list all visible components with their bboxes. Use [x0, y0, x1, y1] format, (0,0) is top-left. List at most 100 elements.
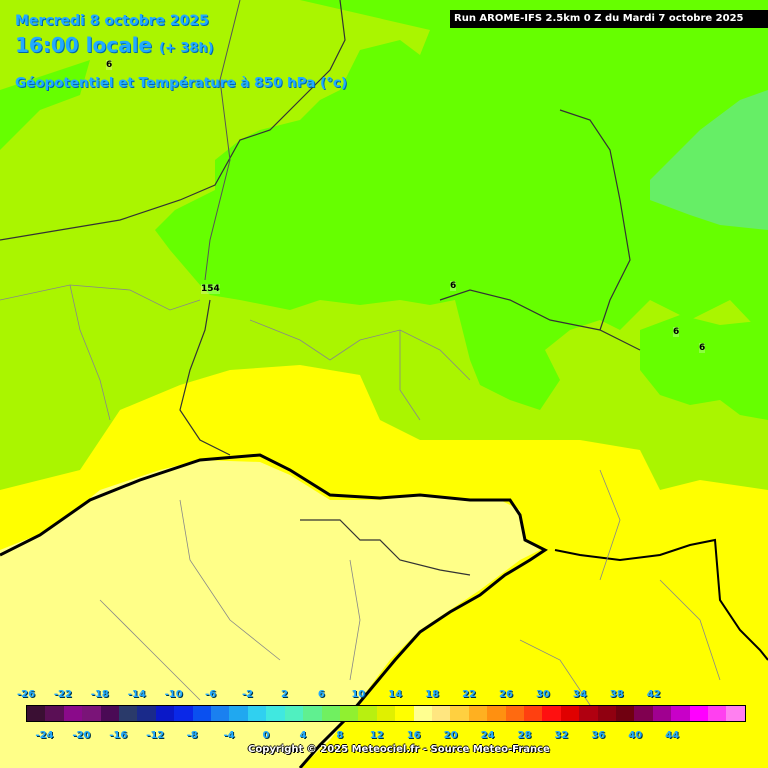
legend-tick-lower: 44 [665, 730, 680, 741]
legend-swatch [100, 706, 120, 721]
legend-tick-lower: 8 [336, 730, 344, 741]
legend-tick-lower: 24 [480, 730, 495, 741]
legend-tick-upper: -14 [127, 689, 146, 700]
geopotential-isoline [204, 0, 241, 281]
country-border [0, 0, 641, 576]
legend-tick-lower: 20 [443, 730, 458, 741]
legend-swatch [523, 706, 543, 721]
forecast-lead: (+ 38h) [158, 41, 214, 56]
legend-swatch [174, 706, 193, 721]
legend-swatch [45, 706, 64, 721]
legend-swatch [413, 706, 432, 721]
legend-tick-lower: -24 [35, 730, 54, 741]
legend-tick-upper: 2 [280, 689, 288, 700]
legend-swatch [376, 706, 396, 721]
legend-swatch [63, 706, 83, 721]
isoline-label: 6 [106, 60, 113, 70]
legend-swatch [542, 706, 561, 721]
legend-swatch [579, 706, 598, 721]
legend-tick-upper: 34 [572, 689, 587, 700]
legend-tick-upper: -26 [16, 689, 36, 700]
legend-swatch [487, 706, 506, 721]
run-banner: Run AROME-IFS 2.5km 0 Z du Mardi 7 octob… [450, 10, 768, 28]
legend-tick-lower: -12 [146, 730, 165, 741]
legend-tick-upper: 14 [388, 689, 403, 700]
legend-tick-upper: -22 [53, 689, 72, 700]
legend-swatch [634, 706, 653, 721]
legend-tick-upper: 10 [351, 689, 366, 700]
zone-green-east [640, 315, 768, 420]
legend-swatch [616, 706, 635, 721]
legend-swatch [284, 706, 304, 721]
legend-tick-upper: 22 [462, 689, 477, 700]
color-legend: -26 -22 -18 -14 -10 -6 -2 2 6 10 14 18 22 26 30 34 38 42 … [0, 686, 768, 768]
legend-swatch [339, 706, 359, 721]
legend-swatch [671, 706, 690, 721]
forecast-time: 16:00 locale (+ 38h) [15, 33, 214, 57]
legend-swatch [229, 706, 248, 721]
parameter-title: Géopotentiel et Température à 850 hPa (°… [15, 75, 348, 91]
isoline-label: 6 [673, 327, 680, 337]
zone-cyan-green [650, 90, 768, 230]
legend-swatch [321, 706, 340, 721]
legend-swatch [395, 706, 414, 721]
legend-swatch [505, 706, 524, 721]
legend-swatch [137, 706, 156, 721]
legend-swatch [119, 706, 138, 721]
copyright-notice: Copyright © 2025 Meteociel.fr - Source M… [248, 744, 550, 755]
legend-swatch [27, 706, 46, 721]
legend-swatch [652, 706, 672, 721]
legend-tick-upper: 26 [499, 689, 513, 700]
legend-swatch [303, 706, 322, 721]
legend-swatch [211, 706, 230, 721]
legend-tick-lower: 4 [299, 730, 307, 741]
legend-tick-upper: 42 [646, 689, 661, 700]
legend-swatch [726, 706, 745, 721]
coastline [0, 453, 548, 768]
isoline-label: 6 [699, 343, 706, 353]
legend-tick-upper: -6 [205, 689, 217, 700]
zone-green-nw [0, 60, 90, 150]
coastline-east [554, 538, 768, 661]
legend-tick-lower: -8 [186, 730, 198, 741]
legend-swatch [266, 706, 285, 721]
legend-tick-lower: 32 [554, 730, 569, 741]
legend-swatch [192, 706, 212, 721]
legend-color-scale [26, 705, 746, 722]
legend-tick-upper: -18 [90, 689, 109, 700]
legend-swatch [155, 706, 175, 721]
legend-swatch [358, 706, 377, 721]
legend-tick-lower: -20 [72, 730, 91, 741]
legend-swatch [708, 706, 727, 721]
isoline-label: 6 [450, 281, 457, 291]
forecast-time-value: 16:00 locale [15, 33, 152, 57]
legend-tick-upper: -10 [164, 689, 183, 700]
legend-tick-lower: 0 [262, 730, 270, 741]
legend-swatch [450, 706, 469, 721]
zone-green [155, 0, 768, 410]
zone-pale-yellow [0, 460, 540, 768]
legend-swatch [597, 706, 616, 721]
region-boundaries [0, 284, 721, 721]
legend-tick-lower: 36 [591, 730, 606, 741]
legend-tick-upper: 6 [317, 689, 325, 700]
legend-tick-lower: 28 [517, 730, 532, 741]
legend-tick-upper: 18 [425, 689, 440, 700]
legend-tick-lower: 40 [628, 730, 643, 741]
legend-swatch [689, 706, 709, 721]
legend-swatch [431, 706, 451, 721]
legend-tick-lower: 12 [369, 730, 384, 741]
legend-tick-lower: -4 [223, 730, 235, 741]
forecast-date: Mercredi 8 octobre 2025 [15, 13, 209, 29]
legend-tick-upper: -2 [241, 689, 254, 700]
legend-tick-upper: 30 [535, 689, 550, 700]
legend-tick-lower: -16 [109, 730, 128, 741]
legend-swatch [468, 706, 488, 721]
legend-swatch [247, 706, 267, 721]
legend-tick-upper: 38 [609, 689, 624, 700]
legend-tick-lower: 16 [406, 730, 421, 741]
legend-swatch [82, 706, 101, 721]
isoline-label: 154 [201, 284, 220, 294]
